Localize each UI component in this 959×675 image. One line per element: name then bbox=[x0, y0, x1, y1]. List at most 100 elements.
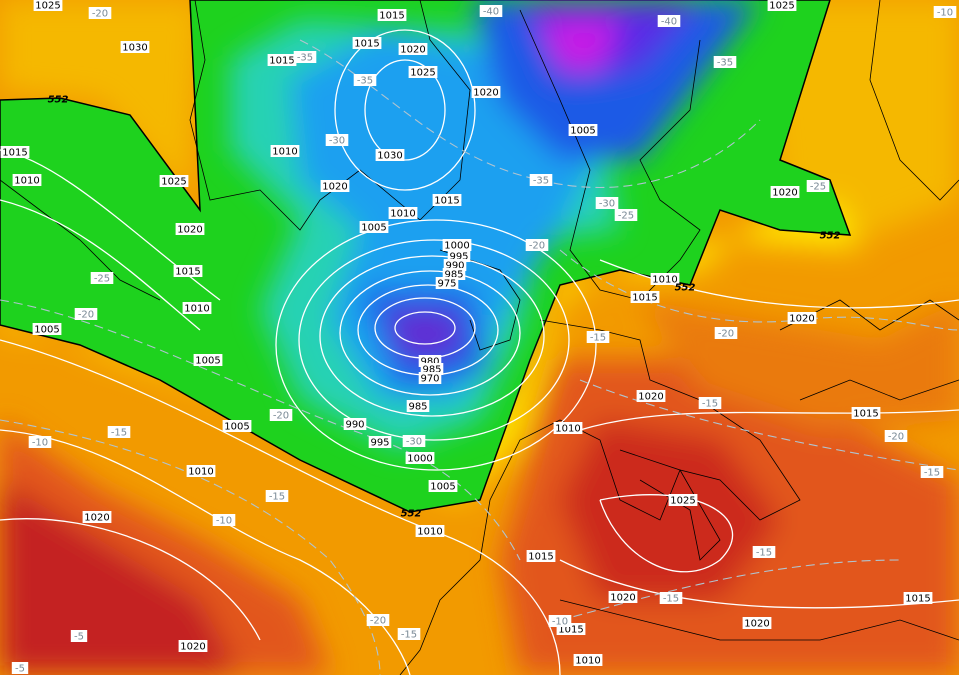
isobar-label: 975 bbox=[437, 279, 456, 290]
contour-552-label: 552 bbox=[48, 95, 69, 106]
isobar-label: 970 bbox=[420, 374, 439, 385]
temperature-label: -35 bbox=[533, 176, 549, 187]
isobar-label-box bbox=[377, 9, 407, 21]
isobar-label: 1015 bbox=[354, 39, 379, 50]
temperature-label-box bbox=[269, 409, 293, 421]
isobar-label: 1025 bbox=[410, 68, 435, 79]
temperature-label-box bbox=[353, 74, 377, 86]
isobar-label-box bbox=[186, 465, 216, 477]
temperature-label-box bbox=[107, 426, 131, 438]
isobar-label: 1030 bbox=[122, 43, 147, 54]
isobar-label-box bbox=[359, 221, 389, 233]
temperature-label-box bbox=[479, 5, 503, 17]
temperature-label-box bbox=[713, 56, 737, 68]
isobar-label: 990 bbox=[345, 420, 364, 431]
isobar-label: 1015 bbox=[175, 267, 200, 278]
contour-552-label: 552 bbox=[820, 231, 841, 242]
isobar-label-box bbox=[222, 420, 252, 432]
temperature-label-box bbox=[265, 490, 289, 502]
isobar-label: 1020 bbox=[638, 392, 663, 403]
isobar-label: 1005 bbox=[34, 325, 59, 336]
isobar-label-box bbox=[32, 323, 62, 335]
temperature-label: -5 bbox=[15, 664, 25, 675]
isobar-label: 1020 bbox=[177, 225, 202, 236]
temperature-label: -15 bbox=[269, 492, 285, 503]
temperature-label: -10 bbox=[216, 516, 232, 527]
temperature-label: -20 bbox=[888, 432, 904, 443]
temperature-label-box bbox=[293, 51, 317, 63]
temperature-label-box bbox=[74, 308, 98, 320]
isobar-label: 1020 bbox=[473, 88, 498, 99]
temperature-label: -20 bbox=[718, 329, 734, 340]
temperature-label: -40 bbox=[483, 7, 499, 18]
isobar-label-box bbox=[175, 223, 205, 235]
temperature-label-box bbox=[525, 239, 549, 251]
isobar-label-box bbox=[636, 390, 666, 402]
isobar-label-box bbox=[526, 550, 556, 562]
temperature-label: -10 bbox=[937, 8, 953, 19]
isobar-label-box bbox=[435, 277, 459, 289]
isobar-label: 985 bbox=[422, 365, 441, 376]
isobar-label: 1025 bbox=[35, 1, 60, 12]
temperature-label-box bbox=[397, 628, 421, 640]
temperature-label: -35 bbox=[357, 76, 373, 87]
isobar-label: 1015 bbox=[2, 148, 27, 159]
isobar-label-box bbox=[668, 494, 698, 506]
temperature-label-box bbox=[70, 630, 88, 642]
temperature-label-box bbox=[402, 435, 426, 447]
isobar-label: 1010 bbox=[188, 467, 213, 478]
temperature-label-box bbox=[806, 180, 830, 192]
isobar-label-box bbox=[193, 354, 223, 366]
isobar-label: 985 bbox=[444, 270, 463, 281]
isobar-label: 990 bbox=[445, 261, 464, 272]
isobar-label-box bbox=[428, 480, 458, 492]
temperature-label: -15 bbox=[663, 594, 679, 605]
isobar-label: 1010 bbox=[555, 424, 580, 435]
temperature-label-box bbox=[659, 592, 683, 604]
isobar-label: 1010 bbox=[390, 209, 415, 220]
isobar-label-box bbox=[415, 525, 445, 537]
isobar-label: 1000 bbox=[407, 454, 432, 465]
temperature-label-box bbox=[698, 397, 722, 409]
temperature-label: -20 bbox=[370, 616, 386, 627]
isobar-label-box bbox=[0, 146, 30, 158]
isobar-label-box bbox=[770, 186, 800, 198]
isobar-label-box bbox=[173, 265, 203, 277]
isobar-label-box bbox=[418, 372, 442, 384]
isobar-label-box bbox=[368, 436, 392, 448]
isobar-label-box bbox=[12, 174, 42, 186]
isobar-label: 1005 bbox=[570, 126, 595, 137]
isobar-label-box bbox=[767, 0, 797, 11]
temperature-label-box bbox=[752, 546, 776, 558]
temperature-label: -25 bbox=[618, 211, 634, 222]
temperature-label: -40 bbox=[661, 17, 677, 28]
isobar-label-box bbox=[178, 640, 208, 652]
isobar-label-box bbox=[442, 239, 472, 251]
temperature-label-box bbox=[212, 514, 236, 526]
isobar-label: 1020 bbox=[322, 182, 347, 193]
isobar-label-box bbox=[650, 273, 680, 285]
isobar-label: 1015 bbox=[632, 293, 657, 304]
isobar-label-box bbox=[388, 207, 418, 219]
temperature-label-box bbox=[366, 614, 390, 626]
isotherms bbox=[0, 39, 959, 675]
isobar-label: 1030 bbox=[377, 151, 402, 162]
isobar-label: 1015 bbox=[853, 409, 878, 420]
isobar-label: 1015 bbox=[558, 625, 583, 636]
temperature-label: -10 bbox=[552, 617, 568, 628]
isobar-label-box bbox=[568, 124, 598, 136]
isobar-label: 1015 bbox=[905, 594, 930, 605]
isobar-label: 1005 bbox=[361, 223, 386, 234]
isobar-label: 980 bbox=[420, 357, 439, 368]
temperature-label: -25 bbox=[810, 182, 826, 193]
temperature-label-box bbox=[90, 272, 114, 284]
isobar-label: 995 bbox=[449, 252, 468, 263]
temperature-label: -15 bbox=[702, 399, 718, 410]
isobar-label: 1010 bbox=[184, 304, 209, 315]
isobar-label: 1005 bbox=[195, 356, 220, 367]
isobar-label-box bbox=[82, 511, 112, 523]
isobar-label: 1020 bbox=[744, 619, 769, 630]
